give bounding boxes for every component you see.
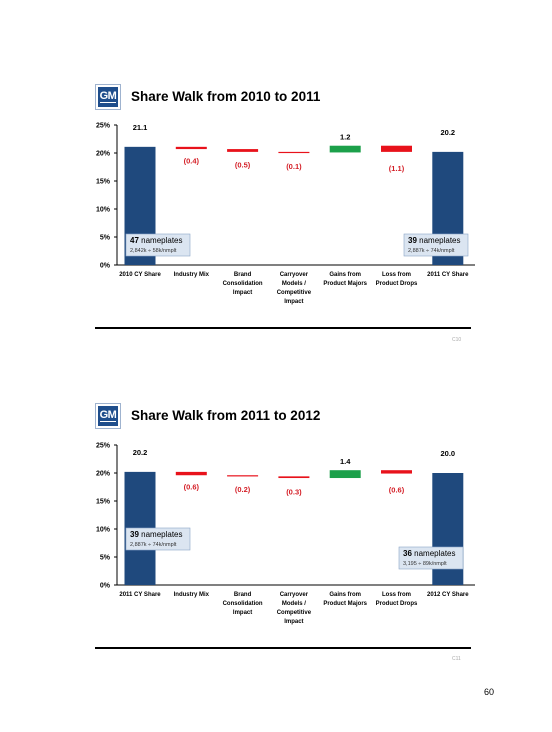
y-tick-label: 10%	[96, 207, 111, 214]
x-tick-label: Consolidation	[223, 281, 263, 287]
footer-rule	[95, 327, 471, 329]
callout-count-word: nameplates	[139, 236, 183, 245]
data-label: 20.0	[440, 449, 455, 458]
nameplates-callout	[125, 527, 191, 551]
loss-bar	[175, 471, 207, 476]
callout-formula: 2,842k ÷ 58k/nmplt	[130, 248, 177, 254]
y-tick-label: 0%	[100, 263, 111, 270]
y-tick-label: 15%	[96, 499, 111, 506]
data-label: (0.6)	[184, 482, 200, 491]
x-tick-label: Loss from	[382, 272, 411, 278]
x-tick-label: Product Majors	[323, 281, 367, 287]
x-tick-label: Loss from	[382, 592, 411, 598]
x-tick-label: Gains from	[329, 272, 361, 278]
x-tick-label: Competitive	[277, 290, 312, 296]
data-label: (0.2)	[235, 485, 251, 494]
gain-bar	[329, 145, 361, 153]
y-tick-label: 5%	[100, 555, 111, 562]
x-tick-label: Product Majors	[323, 601, 367, 607]
gm-logo-icon: GM	[95, 84, 121, 110]
slide-title: Share Walk from 2011 to 2012	[131, 408, 321, 423]
x-tick-label: Brand	[234, 272, 252, 278]
callout-count-number: 39	[130, 530, 139, 539]
gm-logo-text: GM	[99, 409, 117, 422]
callout-formula: 2,887k ÷ 74k/nmplt	[408, 248, 455, 254]
x-tick-label: Product Drops	[376, 281, 418, 287]
callout-count: 39 nameplates	[130, 530, 183, 539]
data-label: 21.1	[133, 123, 148, 132]
nameplates-callout	[125, 233, 191, 257]
gm-logo-text: GM	[99, 90, 117, 103]
data-label: (0.4)	[184, 156, 200, 165]
nameplates-callout	[403, 233, 469, 257]
loss-bar	[175, 146, 207, 150]
x-tick-label: 2011 CY Share	[119, 592, 161, 598]
x-tick-label: Competitive	[277, 610, 312, 616]
y-tick-label: 10%	[96, 527, 111, 534]
x-tick-label: Carryover	[280, 592, 309, 598]
loss-bar	[278, 476, 310, 479]
y-tick-label: 20%	[96, 471, 111, 478]
callout-count: 47 nameplates	[130, 236, 183, 245]
loss-bar	[381, 145, 412, 152]
loss-bar	[227, 149, 259, 152]
page-number: 60	[484, 687, 495, 697]
callout-count: 39 nameplates	[408, 236, 461, 245]
x-tick-label: Brand	[234, 592, 252, 598]
data-label: 1.2	[340, 133, 350, 142]
data-label: (0.6)	[389, 486, 405, 495]
callout-formula: 2,887k ÷ 74k/nmplt	[130, 542, 177, 548]
loss-bar	[381, 470, 412, 474]
gm-logo-icon: GM	[95, 403, 121, 429]
data-label: 20.2	[440, 128, 455, 137]
x-tick-label: 2011 CY Share	[427, 272, 469, 278]
x-tick-label: Industry Mix	[174, 272, 210, 278]
callout-count-word: nameplates	[412, 549, 456, 558]
y-tick-label: 20%	[96, 151, 111, 158]
data-label: (0.5)	[235, 160, 251, 169]
x-tick-label: Product Drops	[376, 601, 418, 607]
y-tick-label: 25%	[96, 443, 111, 450]
callout-count: 36 nameplates	[403, 549, 456, 558]
slide-title: Share Walk from 2010 to 2011	[131, 89, 321, 104]
data-label: (1.1)	[389, 164, 405, 173]
callout-count-number: 36	[403, 549, 412, 558]
y-tick-label: 15%	[96, 179, 111, 186]
data-label: 20.2	[133, 448, 148, 457]
callout-count-number: 47	[130, 236, 139, 245]
waterfall-chart: 25% 20% 15% 10% 5% 0% 21.1 2010 CY Share (0.4) In…	[96, 123, 475, 305]
footer-rule	[95, 647, 471, 649]
loss-bar	[278, 151, 310, 154]
gain-bar	[329, 470, 361, 479]
x-tick-label: Impact	[233, 290, 252, 296]
x-tick-label: Impact	[233, 610, 252, 616]
x-tick-label: Carryover	[280, 272, 309, 278]
callout-count-word: nameplates	[417, 236, 461, 245]
x-tick-label: Gains from	[329, 592, 361, 598]
x-tick-label: Industry Mix	[174, 592, 210, 598]
callout-formula: 3,195 ÷ 89k/nmplt	[403, 561, 447, 567]
x-tick-label: Models /	[282, 281, 306, 287]
x-tick-label: 2010 CY Share	[119, 272, 161, 278]
y-tick-label: 5%	[100, 235, 111, 242]
loss-bar	[227, 475, 259, 477]
data-label: (0.3)	[286, 488, 302, 497]
callout-count-number: 39	[408, 236, 417, 245]
x-tick-label: Impact	[284, 619, 303, 625]
x-tick-label: Consolidation	[223, 601, 263, 607]
nameplates-callout	[398, 546, 464, 570]
page-reference: C10	[452, 337, 462, 343]
x-tick-label: Models /	[282, 601, 306, 607]
page-reference: C11	[452, 656, 461, 662]
x-tick-label: 2012 CY Share	[427, 592, 469, 598]
data-label: 1.4	[340, 457, 351, 466]
y-tick-label: 0%	[100, 583, 111, 590]
waterfall-chart: 25% 20% 15% 10% 5% 0% 20.2 2011 CY Share (0.6) In…	[96, 443, 475, 625]
x-tick-label: Impact	[284, 299, 303, 305]
callout-count-word: nameplates	[139, 530, 183, 539]
y-tick-label: 25%	[96, 123, 111, 130]
data-label: (0.1)	[286, 162, 302, 171]
